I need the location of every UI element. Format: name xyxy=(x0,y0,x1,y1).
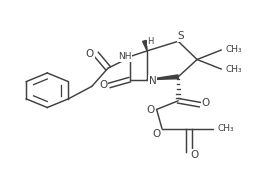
Text: O: O xyxy=(86,49,94,59)
Text: CH₃: CH₃ xyxy=(225,46,242,54)
Text: O: O xyxy=(147,105,155,115)
Text: O: O xyxy=(152,129,160,139)
Text: CH₃: CH₃ xyxy=(217,124,234,133)
Text: N: N xyxy=(149,76,156,86)
Text: CH₃: CH₃ xyxy=(225,65,242,74)
Polygon shape xyxy=(143,40,147,51)
Text: H: H xyxy=(147,37,154,46)
Text: O: O xyxy=(190,150,198,160)
Text: O: O xyxy=(202,98,210,108)
Text: NH: NH xyxy=(118,52,131,61)
Text: O: O xyxy=(99,80,107,90)
Text: S: S xyxy=(177,31,184,41)
Polygon shape xyxy=(147,75,178,80)
